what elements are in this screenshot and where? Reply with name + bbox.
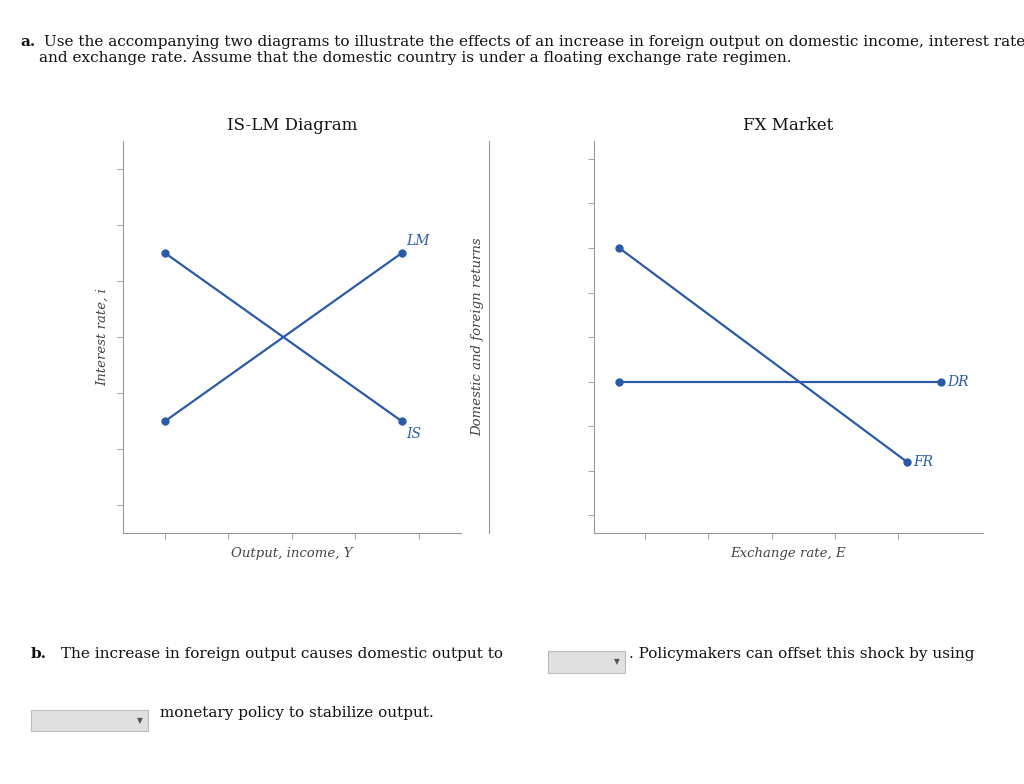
Text: ▼: ▼ [137, 716, 143, 725]
Text: DR: DR [947, 375, 969, 389]
Text: The increase in foreign output causes domestic output to: The increase in foreign output causes do… [56, 647, 504, 661]
Text: IS: IS [406, 426, 421, 441]
Text: FR: FR [913, 455, 934, 469]
Y-axis label: Interest rate, i: Interest rate, i [96, 289, 109, 386]
Text: LM: LM [406, 234, 429, 248]
Text: b.: b. [31, 647, 47, 661]
Text: ▼: ▼ [613, 657, 620, 666]
Title: FX Market: FX Market [743, 117, 834, 134]
Text: Use the accompanying two diagrams to illustrate the effects of an increase in fo: Use the accompanying two diagrams to ill… [39, 35, 1024, 66]
X-axis label: Output, income, Y: Output, income, Y [231, 547, 352, 560]
Title: IS-LM Diagram: IS-LM Diagram [226, 117, 357, 134]
Text: a.: a. [20, 35, 36, 49]
Y-axis label: Domestic and foreign returns: Domestic and foreign returns [471, 238, 484, 437]
Text: . Policymakers can offset this shock by using: . Policymakers can offset this shock by … [629, 647, 974, 661]
Text: monetary policy to stabilize output.: monetary policy to stabilize output. [155, 706, 433, 720]
X-axis label: Exchange rate, E: Exchange rate, E [731, 547, 846, 560]
